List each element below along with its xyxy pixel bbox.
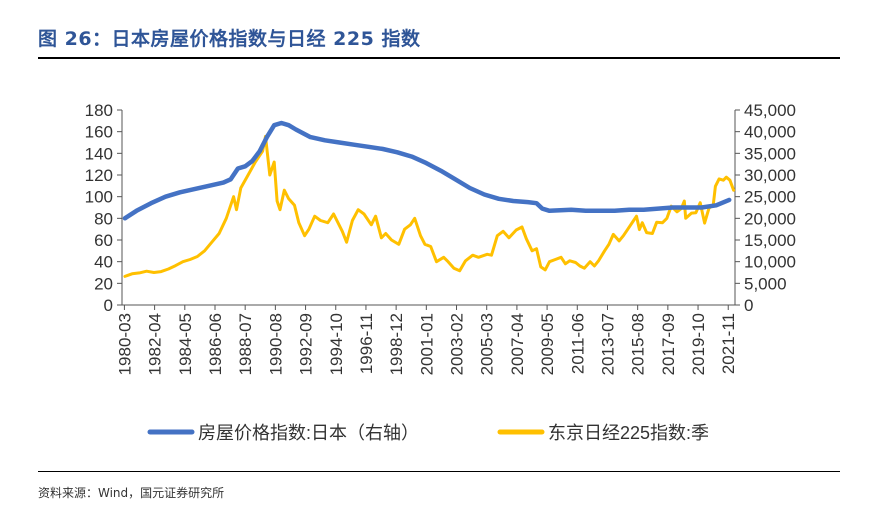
series-layer — [122, 120, 736, 278]
chart: 0 20 40 60 80 100 120 140 160 180 0 5,000 10,000 15,… — [85, 101, 796, 443]
x-axis-tick-label: 1992-09 — [297, 313, 316, 375]
x-axis-tick-label: 1986-06 — [206, 313, 225, 375]
left-axis-tick-label: 40 — [94, 253, 113, 272]
x-axis-tick-label: 2017-09 — [659, 313, 678, 375]
x-axis-tick-label: 2015-08 — [629, 313, 648, 375]
legend: 房屋价格指数:日本（右轴） 东京日经225指数:季 — [147, 423, 709, 443]
x-axis-tick-label: 2021-11 — [719, 313, 738, 374]
right-axis-tick-label: 10,000 — [744, 253, 796, 272]
right-axis-tick-label: 30,000 — [744, 166, 796, 185]
x-axis-tick-label: 1984-05 — [176, 313, 195, 375]
source-note: 资料来源：Wind，国元证券研究所 — [38, 486, 225, 500]
x-axis-tick-label: 2013-07 — [598, 313, 617, 375]
left-axis-tick-label: 120 — [85, 166, 113, 185]
bottom-divider — [38, 471, 840, 472]
x-axis-tick-label: 1998-12 — [387, 313, 406, 375]
x-axis-tick-label: 2011-06 — [568, 313, 587, 374]
series-line-nikkei — [123, 134, 736, 278]
x-axis-tick-label: 1994-10 — [327, 313, 346, 375]
right-axis-tick-label: 35,000 — [744, 144, 796, 163]
legend-label-house-price: 房屋价格指数:日本（右轴） — [198, 423, 419, 443]
x-axis-tick-label: 2005-03 — [478, 313, 497, 375]
x-axis-tick-label: 2001-01 — [417, 313, 436, 375]
right-axis-tick-label: 5,000 — [744, 274, 787, 293]
x-axis-tick-label: 2009-05 — [538, 313, 557, 375]
x-axis-tick-label: 1996-11 — [357, 313, 376, 374]
left-axis-tick-label: 60 — [94, 231, 113, 250]
right-axis-tick-label: 20,000 — [744, 209, 796, 228]
right-axis-tick-label: 45,000 — [744, 101, 796, 120]
left-axis: 0 20 40 60 80 100 120 140 160 180 — [85, 101, 123, 315]
figure-title: 图 26：日本房屋价格指数与日经 225 指数 — [38, 28, 421, 50]
x-axis-tick-label: 1980-03 — [115, 313, 134, 375]
left-axis-tick-label: 100 — [85, 188, 113, 207]
right-axis-tick-label: 25,000 — [744, 188, 796, 207]
left-axis-tick-label: 160 — [85, 123, 113, 142]
x-axis-tick-label: 2003-02 — [448, 313, 467, 375]
left-axis-tick-label: 80 — [94, 209, 113, 228]
top-divider — [38, 57, 840, 59]
series-line-house-price — [122, 120, 732, 221]
x-axis-tick-label: 2007-04 — [508, 313, 527, 375]
right-axis-tick-label: 0 — [744, 296, 753, 315]
left-axis-tick-label: 20 — [94, 274, 113, 293]
x-axis-tick-label: 1982-04 — [146, 313, 165, 375]
x-axis-tick-label: 2019-10 — [689, 313, 708, 375]
x-axis-tick-label: 1990-08 — [266, 313, 285, 375]
left-axis-tick-label: 140 — [85, 144, 113, 163]
legend-label-nikkei: 东京日经225指数:季 — [548, 423, 709, 443]
x-axis-tick-label: 1988-07 — [236, 313, 255, 375]
right-axis: 0 5,000 10,000 15,000 20,000 25,000 30,000 35,0… — [734, 101, 796, 315]
right-axis-tick-label: 15,000 — [744, 231, 796, 250]
right-axis-tick-label: 40,000 — [744, 123, 796, 142]
left-axis-tick-label: 180 — [85, 101, 113, 120]
left-axis-tick-label: 0 — [104, 296, 113, 315]
x-axis: 1980-03 1982-04 1984-05 1986-06 1988-07 1990-… — [115, 304, 738, 375]
